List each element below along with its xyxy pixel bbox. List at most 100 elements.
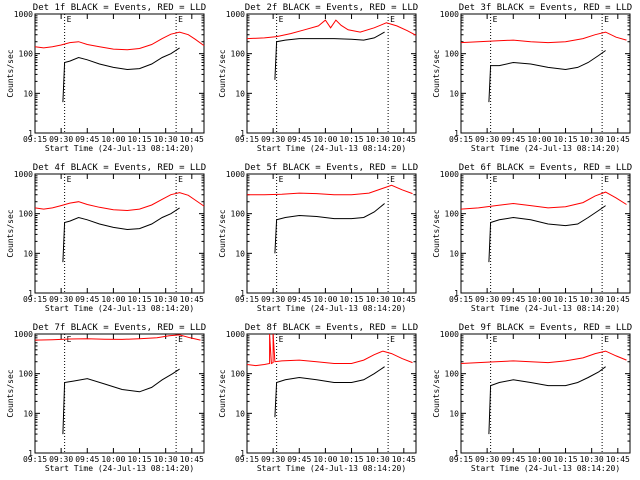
x-axis-label: Start Time (24-Jul-13 08:14:20)	[45, 144, 194, 153]
y-tick-label: 10	[449, 89, 459, 98]
plot-frame	[460, 173, 631, 294]
x-tick-label: 09:30	[49, 295, 73, 304]
y-axis-label: Counts/sec	[6, 49, 15, 97]
x-tick-label: 10:45	[180, 135, 204, 144]
x-tick-label: 09:45	[501, 135, 525, 144]
y-tick-label: 1	[454, 289, 459, 298]
x-tick-label: 09:15	[235, 135, 259, 144]
x-tick-label: 09:30	[475, 295, 499, 304]
events-series-line	[274, 203, 385, 254]
x-tick-label: 09:30	[261, 455, 285, 464]
y-tick-label: 1	[240, 289, 245, 298]
x-tick-label: 09:15	[23, 295, 47, 304]
y-tick-label: 10	[23, 409, 33, 418]
chart-panel-5: Det 5f BLACK = Events, RED = LLD 1 10 100 10…	[218, 163, 418, 313]
lld-series-line	[34, 192, 205, 212]
y-axis-label: Counts/sec	[6, 369, 15, 417]
plot-frame	[246, 173, 417, 294]
x-tick-label: 09:45	[287, 135, 311, 144]
event-marker-label: E	[178, 15, 183, 24]
chart-title: Det 4f BLACK = Events, RED = LLD	[33, 163, 206, 173]
y-tick-label: 1	[240, 129, 245, 138]
y-tick-label: 1000	[440, 170, 459, 179]
event-marker-label: E	[279, 175, 284, 184]
x-tick-label: 10:45	[392, 135, 416, 144]
x-tick-label: 10:00	[313, 135, 337, 144]
chart-panel-2: Det 2f BLACK = Events, RED = LLD 1 10 100 10…	[218, 3, 418, 153]
x-tick-label: 10:15	[127, 295, 151, 304]
x-tick-label: 09:15	[449, 135, 473, 144]
x-tick-label: 10:45	[606, 135, 630, 144]
chart-panel-9: Det 9f BLACK = Events, RED = LLD 1 10 100 10…	[432, 323, 632, 473]
chart-title: Det 6f BLACK = Events, RED = LLD	[459, 163, 632, 173]
y-tick-label: 1000	[14, 10, 33, 19]
y-tick-label: 100	[445, 210, 460, 219]
plot-frame	[34, 13, 205, 134]
x-tick-label: 09:30	[475, 135, 499, 144]
x-tick-label: 09:15	[449, 295, 473, 304]
x-tick-label: 09:30	[261, 135, 285, 144]
plot-frame	[34, 333, 205, 454]
events-series-line	[488, 205, 606, 263]
x-tick-label: 10:15	[553, 135, 577, 144]
x-axis-label: Start Time (24-Jul-13 08:14:20)	[471, 464, 620, 473]
x-tick-label: 09:15	[235, 295, 259, 304]
plot-frame	[246, 333, 417, 454]
x-axis-label: Start Time (24-Jul-13 08:14:20)	[471, 144, 620, 153]
x-tick-label: 10:15	[127, 455, 151, 464]
y-tick-label: 10	[449, 409, 459, 418]
x-tick-label: 09:45	[75, 455, 99, 464]
chart-title: Det 8f BLACK = Events, RED = LLD	[245, 323, 418, 333]
x-tick-label: 10:30	[580, 295, 604, 304]
plot-frame	[460, 333, 631, 454]
x-tick-label: 10:45	[606, 295, 630, 304]
event-marker-label: E	[604, 335, 609, 344]
y-tick-label: 1000	[440, 10, 459, 19]
events-series-line	[62, 368, 180, 435]
chart-title: Det 5f BLACK = Events, RED = LLD	[245, 163, 418, 173]
y-axis-label: Counts/sec	[432, 49, 441, 97]
x-tick-label: 10:00	[101, 295, 125, 304]
y-tick-label: 10	[235, 409, 245, 418]
x-tick-label: 10:00	[527, 135, 551, 144]
x-tick-label: 10:30	[366, 455, 390, 464]
x-tick-label: 10:45	[392, 295, 416, 304]
chart-panel-6: Det 6f BLACK = Events, RED = LLD 1 10 100 10…	[432, 163, 632, 313]
lld-series-line	[246, 333, 413, 367]
y-tick-label: 1000	[14, 330, 33, 339]
x-tick-label: 10:00	[313, 455, 337, 464]
x-tick-label: 10:15	[553, 455, 577, 464]
event-marker-label: E	[493, 15, 498, 24]
x-axis-label: Start Time (24-Jul-13 08:14:20)	[471, 304, 620, 313]
lld-series-line	[34, 31, 205, 51]
x-tick-label: 09:30	[261, 295, 285, 304]
x-tick-label: 09:45	[75, 295, 99, 304]
event-marker-label: E	[390, 15, 395, 24]
events-series-line	[488, 366, 606, 435]
y-tick-label: 1	[454, 449, 459, 458]
events-series-line	[274, 366, 385, 418]
chart-title: Det 1f BLACK = Events, RED = LLD	[33, 3, 206, 13]
x-tick-label: 09:15	[235, 455, 259, 464]
y-axis-label: Counts/sec	[218, 49, 227, 97]
y-tick-label: 1000	[226, 10, 245, 19]
chart-panel-7: Det 7f BLACK = Events, RED = LLD 1 10 100 10…	[6, 323, 206, 473]
x-axis-label: Start Time (24-Jul-13 08:14:20)	[45, 304, 194, 313]
x-tick-label: 10:45	[180, 455, 204, 464]
event-marker-label: E	[178, 335, 183, 344]
x-tick-label: 10:15	[339, 295, 363, 304]
event-marker-label: E	[390, 175, 395, 184]
x-axis-label: Start Time (24-Jul-13 08:14:20)	[257, 464, 406, 473]
lld-series-line	[460, 31, 627, 44]
x-tick-label: 10:00	[527, 455, 551, 464]
events-series-line	[274, 31, 385, 80]
x-tick-label: 10:00	[101, 455, 125, 464]
lld-series-line	[460, 350, 627, 364]
x-tick-label: 10:45	[606, 455, 630, 464]
y-tick-label: 1	[28, 129, 33, 138]
y-axis-label: Counts/sec	[218, 209, 227, 257]
y-tick-label: 1	[454, 129, 459, 138]
x-tick-label: 09:15	[449, 455, 473, 464]
lld-series-line	[246, 19, 417, 40]
y-tick-label: 100	[19, 370, 34, 379]
